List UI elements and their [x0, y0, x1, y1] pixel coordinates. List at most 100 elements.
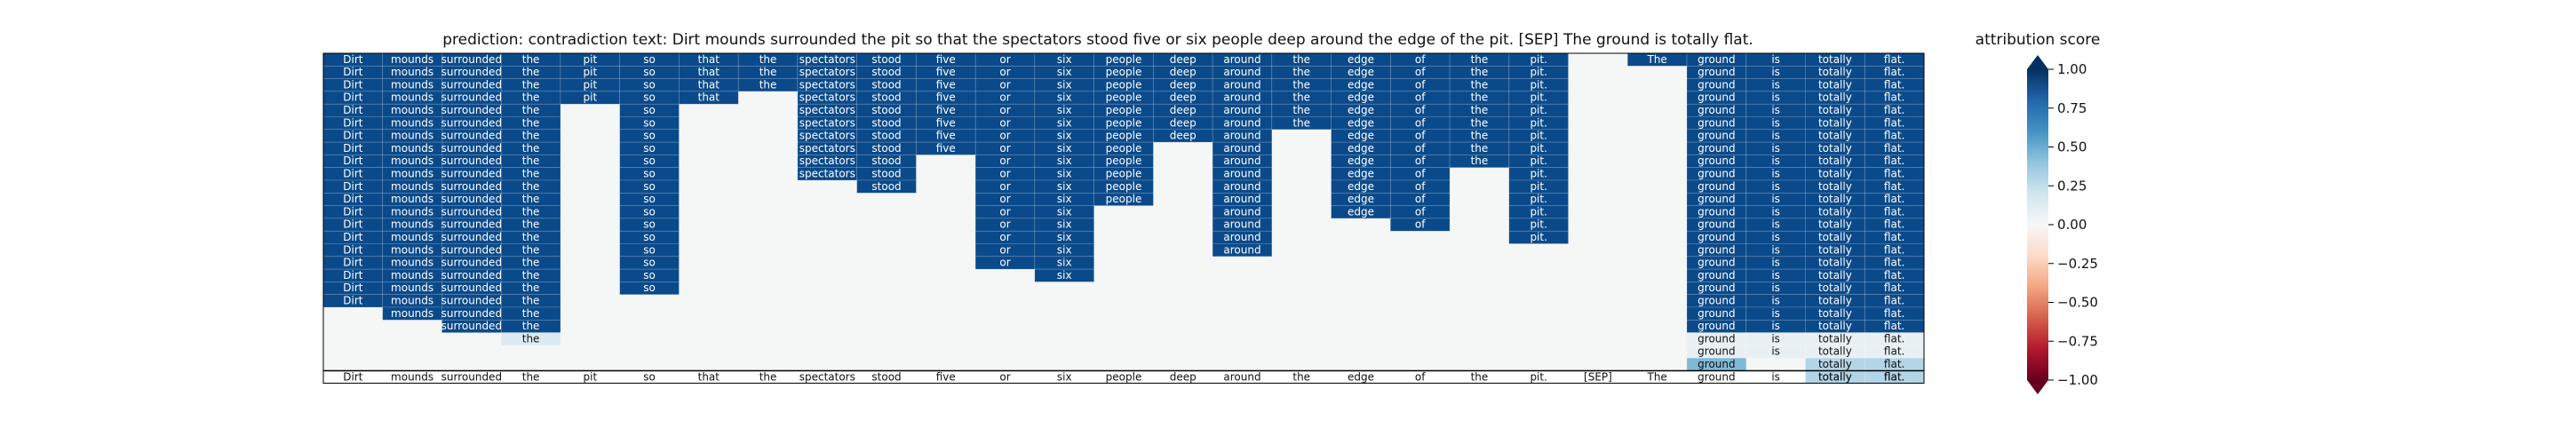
- cell-label: Dirt: [343, 116, 363, 129]
- cell-label: Dirt: [343, 295, 363, 307]
- cell-label: edge: [1348, 66, 1374, 78]
- cell-label: stood: [871, 116, 901, 129]
- cell-label: mounds: [391, 205, 433, 218]
- cell-label: is: [1771, 320, 1780, 332]
- cell-label: is: [1771, 66, 1780, 78]
- cell-label: ground: [1697, 295, 1735, 307]
- cell-label: six: [1057, 168, 1072, 180]
- cell-label: Dirt: [343, 53, 363, 66]
- heatmap-cell: [1686, 345, 1747, 359]
- cell-label: is: [1771, 130, 1780, 142]
- cell-label: the: [522, 332, 540, 345]
- cell-label: is: [1771, 53, 1780, 66]
- cell-label: stood: [871, 104, 901, 116]
- cell-label: flat.: [1884, 358, 1904, 370]
- cell-label: or: [999, 66, 1010, 78]
- cell-label: The: [1647, 53, 1667, 66]
- heatmap-cell: [1212, 243, 1273, 258]
- colorbar-tick-label: −0.25: [2057, 256, 2098, 272]
- cell-label: surrounded: [441, 193, 502, 205]
- cell-label: pit: [584, 78, 598, 91]
- cell-label: the: [522, 281, 540, 294]
- cell-label: pit.: [1530, 205, 1546, 218]
- cell-label: five: [936, 91, 956, 104]
- colorbar-tick-label: 0.00: [2057, 217, 2087, 233]
- cell-label: edge: [1348, 53, 1374, 66]
- cell-label: mounds: [391, 116, 433, 129]
- cell-label: stood: [871, 78, 901, 91]
- cell-label: flat.: [1884, 307, 1904, 320]
- cell-label: ground: [1697, 307, 1735, 320]
- cell-label: or: [999, 78, 1010, 91]
- cell-label: six: [1057, 218, 1072, 231]
- cell-label: flat.: [1884, 257, 1904, 269]
- cell-label: six: [1057, 269, 1072, 281]
- cell-label: people: [1106, 142, 1142, 155]
- cell-label: totally: [1818, 295, 1852, 307]
- cell-label: surrounded: [441, 142, 502, 155]
- cell-label: the: [1292, 66, 1310, 78]
- cell-label: so: [643, 281, 656, 294]
- cell-label: surrounded: [441, 104, 502, 116]
- cell-label: so: [643, 218, 656, 231]
- x-tick-label: five: [936, 371, 956, 384]
- cell-label: Dirt: [343, 243, 363, 256]
- cell-label: that: [698, 66, 720, 78]
- heatmap-cell: [797, 167, 857, 181]
- cell-label: the: [759, 53, 777, 66]
- cell-label: or: [999, 142, 1010, 155]
- cell-label: around: [1223, 66, 1260, 78]
- cell-label: or: [999, 180, 1010, 193]
- cell-label: six: [1057, 243, 1072, 256]
- heatmap-cell: [1686, 281, 1747, 295]
- cell-label: mounds: [391, 243, 433, 256]
- cell-label: the: [522, 320, 540, 332]
- x-tick-label: mounds: [391, 371, 433, 384]
- cell-label: people: [1106, 193, 1142, 205]
- cell-label: surrounded: [441, 320, 502, 332]
- cell-label: around: [1223, 243, 1260, 256]
- heatmap-cell: [619, 256, 680, 270]
- cell-label: mounds: [391, 168, 433, 180]
- cell-label: people: [1106, 180, 1142, 193]
- cell-label: or: [999, 243, 1010, 256]
- cell-label: around: [1223, 218, 1260, 231]
- cell-label: totally: [1818, 142, 1852, 155]
- heatmap-cell: [500, 218, 561, 232]
- heatmap-cell: [1390, 218, 1451, 232]
- cell-label: surrounded: [441, 180, 502, 193]
- x-tick-label: stood: [871, 371, 901, 384]
- cell-label: or: [999, 257, 1010, 269]
- cell-label: six: [1057, 142, 1072, 155]
- cell-label: is: [1771, 168, 1780, 180]
- cell-label: six: [1057, 116, 1072, 129]
- cell-label: is: [1771, 205, 1780, 218]
- cell-label: mounds: [391, 257, 433, 269]
- cell-label: totally: [1818, 193, 1852, 205]
- cell-label: totally: [1818, 269, 1852, 281]
- cell-label: the: [522, 155, 540, 167]
- cell-label: around: [1223, 116, 1260, 129]
- cell-label: the: [1471, 53, 1489, 66]
- cell-label: so: [643, 66, 656, 78]
- cell-label: deep: [1170, 116, 1197, 129]
- cell-label: pit.: [1530, 53, 1546, 66]
- x-tick-label: the: [1292, 371, 1310, 384]
- cell-label: flat.: [1884, 180, 1904, 193]
- cell-label: totally: [1818, 358, 1852, 370]
- cell-label: ground: [1697, 193, 1735, 205]
- cell-label: people: [1106, 104, 1142, 116]
- cell-label: the: [759, 66, 777, 78]
- colorbar-extend-min: [2027, 380, 2048, 394]
- cell-label: or: [999, 231, 1010, 243]
- cell-label: or: [999, 53, 1010, 66]
- cell-label: totally: [1818, 130, 1852, 142]
- cell-label: the: [522, 193, 540, 205]
- cell-label: the: [522, 180, 540, 193]
- cell-label: surrounded: [441, 218, 502, 231]
- cell-label: pit.: [1530, 130, 1546, 142]
- cell-label: totally: [1818, 205, 1852, 218]
- cell-label: ground: [1697, 231, 1735, 243]
- colorbar-label: attribution score: [1976, 31, 2101, 49]
- cell-label: six: [1057, 231, 1072, 243]
